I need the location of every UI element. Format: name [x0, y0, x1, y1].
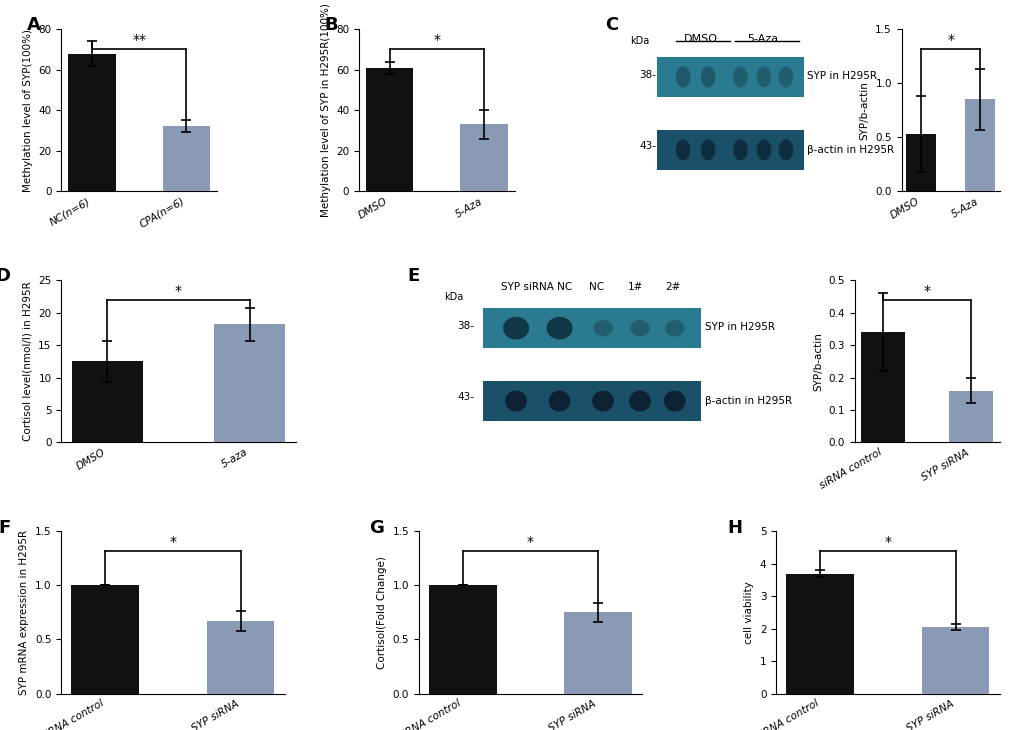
Ellipse shape — [733, 66, 747, 88]
Y-axis label: SYP/b-actin: SYP/b-actin — [859, 81, 869, 139]
Ellipse shape — [676, 66, 690, 88]
Ellipse shape — [777, 66, 793, 88]
Ellipse shape — [592, 391, 613, 412]
Ellipse shape — [700, 66, 714, 88]
Ellipse shape — [548, 391, 570, 412]
Bar — [428, 585, 496, 694]
Ellipse shape — [629, 391, 650, 412]
Text: E: E — [407, 267, 419, 285]
Text: SYP siRNA NC: SYP siRNA NC — [500, 282, 572, 292]
Text: 1#: 1# — [628, 282, 643, 292]
Text: B: B — [324, 16, 338, 34]
Bar — [564, 612, 632, 694]
Bar — [460, 124, 507, 191]
Text: 2#: 2# — [664, 282, 680, 292]
Text: *: * — [175, 284, 181, 298]
Text: 43-: 43- — [457, 392, 474, 402]
Text: H: H — [727, 518, 741, 537]
Text: *: * — [883, 535, 891, 549]
Ellipse shape — [676, 139, 690, 161]
Text: F: F — [0, 518, 11, 537]
Text: *: * — [923, 284, 929, 298]
Text: G: G — [369, 518, 384, 537]
Bar — [921, 627, 988, 693]
Bar — [656, 57, 803, 97]
Text: kDa: kDa — [630, 36, 649, 45]
Bar — [68, 53, 115, 191]
Ellipse shape — [663, 391, 685, 412]
Bar — [366, 68, 413, 191]
Text: *: * — [169, 535, 176, 549]
Y-axis label: SYP mRNA expression in H295R: SYP mRNA expression in H295R — [19, 530, 30, 695]
Ellipse shape — [502, 317, 529, 339]
Bar — [483, 308, 700, 348]
Bar — [965, 99, 995, 191]
Text: *: * — [433, 33, 440, 47]
Ellipse shape — [504, 391, 527, 412]
Text: **: ** — [132, 33, 146, 47]
Ellipse shape — [756, 139, 770, 161]
Text: β-actin in H295R: β-actin in H295R — [806, 145, 893, 155]
Text: DMSO: DMSO — [683, 34, 717, 44]
Ellipse shape — [733, 139, 747, 161]
Text: 38-: 38- — [638, 69, 655, 80]
Y-axis label: SYP/b-actin: SYP/b-actin — [812, 332, 822, 391]
Ellipse shape — [630, 320, 649, 337]
Bar — [207, 621, 274, 694]
Y-axis label: cell viability: cell viability — [744, 581, 753, 644]
Bar — [214, 324, 285, 442]
Text: β-actin in H295R: β-actin in H295R — [704, 396, 792, 406]
Text: *: * — [947, 33, 953, 47]
Bar — [656, 130, 803, 170]
Bar — [71, 361, 143, 442]
Y-axis label: Methylation level of SYP(100%): Methylation level of SYP(100%) — [22, 28, 33, 192]
Bar — [860, 332, 904, 442]
Ellipse shape — [777, 139, 793, 161]
Text: kDa: kDa — [444, 291, 464, 301]
Text: D: D — [0, 267, 10, 285]
Text: *: * — [527, 535, 533, 549]
Ellipse shape — [700, 139, 714, 161]
Bar — [71, 585, 139, 694]
Bar — [483, 381, 700, 421]
Bar — [163, 126, 210, 191]
Text: SYP in H295R: SYP in H295R — [704, 323, 774, 332]
Ellipse shape — [546, 317, 572, 339]
Ellipse shape — [593, 320, 612, 337]
Text: 5-Aza: 5-Aza — [746, 34, 777, 44]
Bar — [905, 134, 934, 191]
Text: A: A — [26, 16, 41, 34]
Text: NC: NC — [588, 282, 603, 292]
Bar — [786, 574, 853, 693]
Ellipse shape — [664, 320, 684, 337]
Text: C: C — [604, 16, 618, 34]
Y-axis label: Methylation level of SYP in H295R(100%): Methylation level of SYP in H295R(100%) — [320, 3, 330, 217]
Y-axis label: Cortisol(Fold Change): Cortisol(Fold Change) — [376, 556, 386, 669]
Text: 43-: 43- — [638, 141, 655, 151]
Bar — [949, 391, 993, 442]
Y-axis label: Cortisol level(nmol/l) in H295R: Cortisol level(nmol/l) in H295R — [22, 282, 33, 441]
Text: SYP in H295R: SYP in H295R — [806, 72, 875, 81]
Ellipse shape — [756, 66, 770, 88]
Text: 38-: 38- — [457, 320, 474, 331]
